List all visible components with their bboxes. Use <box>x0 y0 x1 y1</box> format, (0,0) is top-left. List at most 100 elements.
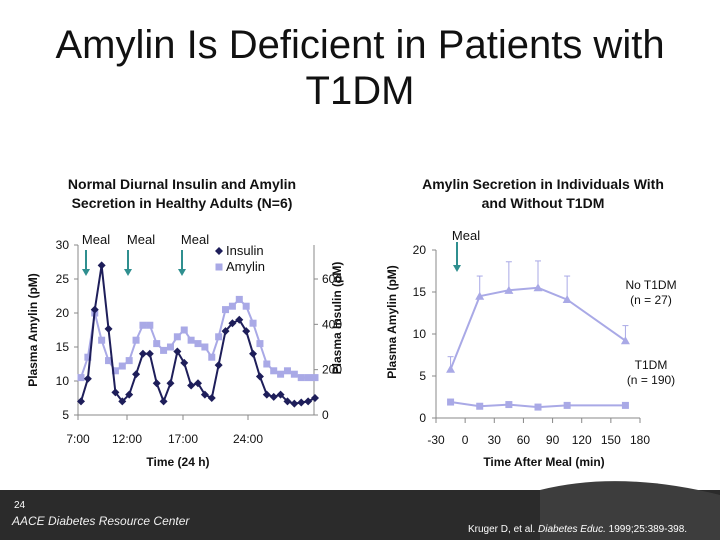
t1dm-point <box>476 402 484 410</box>
insulin-point <box>269 392 278 401</box>
insulin-point <box>228 319 237 328</box>
insulin-point <box>83 374 92 383</box>
amylin-point <box>153 340 161 348</box>
left-x-axis-title: Time (24 h) <box>146 455 209 469</box>
insulin-point <box>304 397 313 406</box>
meal-arrow-head <box>124 269 132 276</box>
no-t1dm-point <box>562 295 572 304</box>
meal-arrow-head <box>82 269 90 276</box>
no-t1dm-line <box>449 286 626 370</box>
amylin-point <box>297 374 305 382</box>
insulin-point <box>262 390 271 399</box>
insulin-point <box>214 361 223 370</box>
right-meal-label: Meal <box>452 228 480 243</box>
amylin-point <box>311 374 319 382</box>
right-x-tick-label: 120 <box>572 433 592 447</box>
amylin-point <box>290 370 298 378</box>
meal-label: Meal <box>82 232 110 247</box>
insulin-point <box>97 261 106 270</box>
left-y-axis-title: Plasma Amylin (pM) <box>26 273 40 387</box>
legend-label-amylin: Amylin <box>226 259 265 274</box>
right-chart-title: Amylin Secretion in Individuals With and… <box>422 176 664 211</box>
amylin-point <box>160 346 168 354</box>
amylin-point <box>180 326 188 334</box>
amylin-point <box>111 367 119 375</box>
amylin-point <box>222 306 230 314</box>
left-y-tick-label: 10 <box>56 374 70 388</box>
right-y-tick-label: 20 <box>413 243 427 257</box>
right-y-axis-title: Plasma Amylin (pM) <box>385 265 399 379</box>
insulin-point <box>297 398 306 407</box>
right-y-tick-label: 0 <box>419 411 426 425</box>
chart-panel <box>8 165 712 490</box>
amylin-point <box>263 360 271 368</box>
insulin-point <box>173 347 182 356</box>
amylin-point <box>208 353 216 361</box>
insulin-point <box>283 397 292 406</box>
right-y-tick-label: 5 <box>419 369 426 383</box>
left-y-tick-label: 25 <box>56 272 70 286</box>
right-meal-arrow-head <box>453 265 461 272</box>
t1dm-point <box>621 401 629 409</box>
logo-watermark <box>540 481 720 540</box>
amylin-point <box>215 333 223 341</box>
left-y2-tick-label: 0 <box>322 408 329 422</box>
left-x-tick-label: 17:00 <box>168 432 198 446</box>
t1dm-point <box>505 401 513 409</box>
amylin-point <box>249 319 257 327</box>
insulin-point <box>255 372 264 381</box>
right-x-tick-label: 30 <box>488 433 502 447</box>
t1dm-label-n: (n = 190) <box>627 373 675 387</box>
amylin-point <box>84 353 92 361</box>
right-x-tick-label: 90 <box>546 433 560 447</box>
left-y-tick-label: 15 <box>56 340 70 354</box>
left-y2-axis-title: Plasma Insulin (pM) <box>330 262 344 375</box>
right-x-tick-label: -30 <box>427 433 445 447</box>
t1dm-point <box>534 403 542 411</box>
amylin-point <box>187 336 195 344</box>
insulin-point <box>290 399 299 408</box>
right-x-tick-label: 150 <box>601 433 621 447</box>
insulin-point <box>118 397 127 406</box>
amylin-point <box>139 321 147 329</box>
left-y-tick-label: 5 <box>62 408 69 422</box>
insulin-point <box>152 379 161 388</box>
insulin-point <box>145 349 154 358</box>
amylin-point <box>132 336 140 344</box>
insulin-point <box>249 349 258 358</box>
right-y-tick-label: 10 <box>413 327 427 341</box>
amylin-point <box>166 343 174 351</box>
right-x-tick-label: 0 <box>462 433 469 447</box>
no-t1dm-point <box>620 336 630 345</box>
insulin-point <box>104 324 113 333</box>
amylin-line <box>80 297 315 379</box>
amylin-point <box>242 302 250 310</box>
insulin-point <box>166 379 175 388</box>
no-t1dm-point <box>475 291 485 300</box>
legend-marker-amylin <box>215 263 223 271</box>
citation: Kruger D, et al. Diabetes Educ. 1999;25:… <box>468 524 688 535</box>
insulin-point <box>159 397 168 406</box>
t1dm-point <box>447 398 455 406</box>
amylin-point <box>173 333 181 341</box>
left-y2-tick-label: 400 <box>322 317 342 331</box>
no-t1dm-label: No T1DM <box>625 278 676 292</box>
amylin-point <box>201 343 209 351</box>
amylin-point <box>283 367 291 375</box>
left-y2-tick-label: 200 <box>322 363 342 377</box>
t1dm-line <box>450 401 626 409</box>
insulin-point <box>90 305 99 314</box>
t1dm-point <box>563 401 571 409</box>
amylin-point <box>77 374 85 382</box>
t1dm-label: T1DM <box>635 358 668 372</box>
insulin-point <box>235 315 244 324</box>
amylin-point <box>98 336 106 344</box>
insulin-point <box>276 390 285 399</box>
legend-label-insulin: Insulin <box>226 243 264 258</box>
insulin-point <box>194 379 202 388</box>
amylin-point <box>270 367 278 375</box>
left-x-tick-label: 7:00 <box>66 432 90 446</box>
meal-label: Meal <box>181 232 209 247</box>
insulin-point <box>242 327 251 336</box>
